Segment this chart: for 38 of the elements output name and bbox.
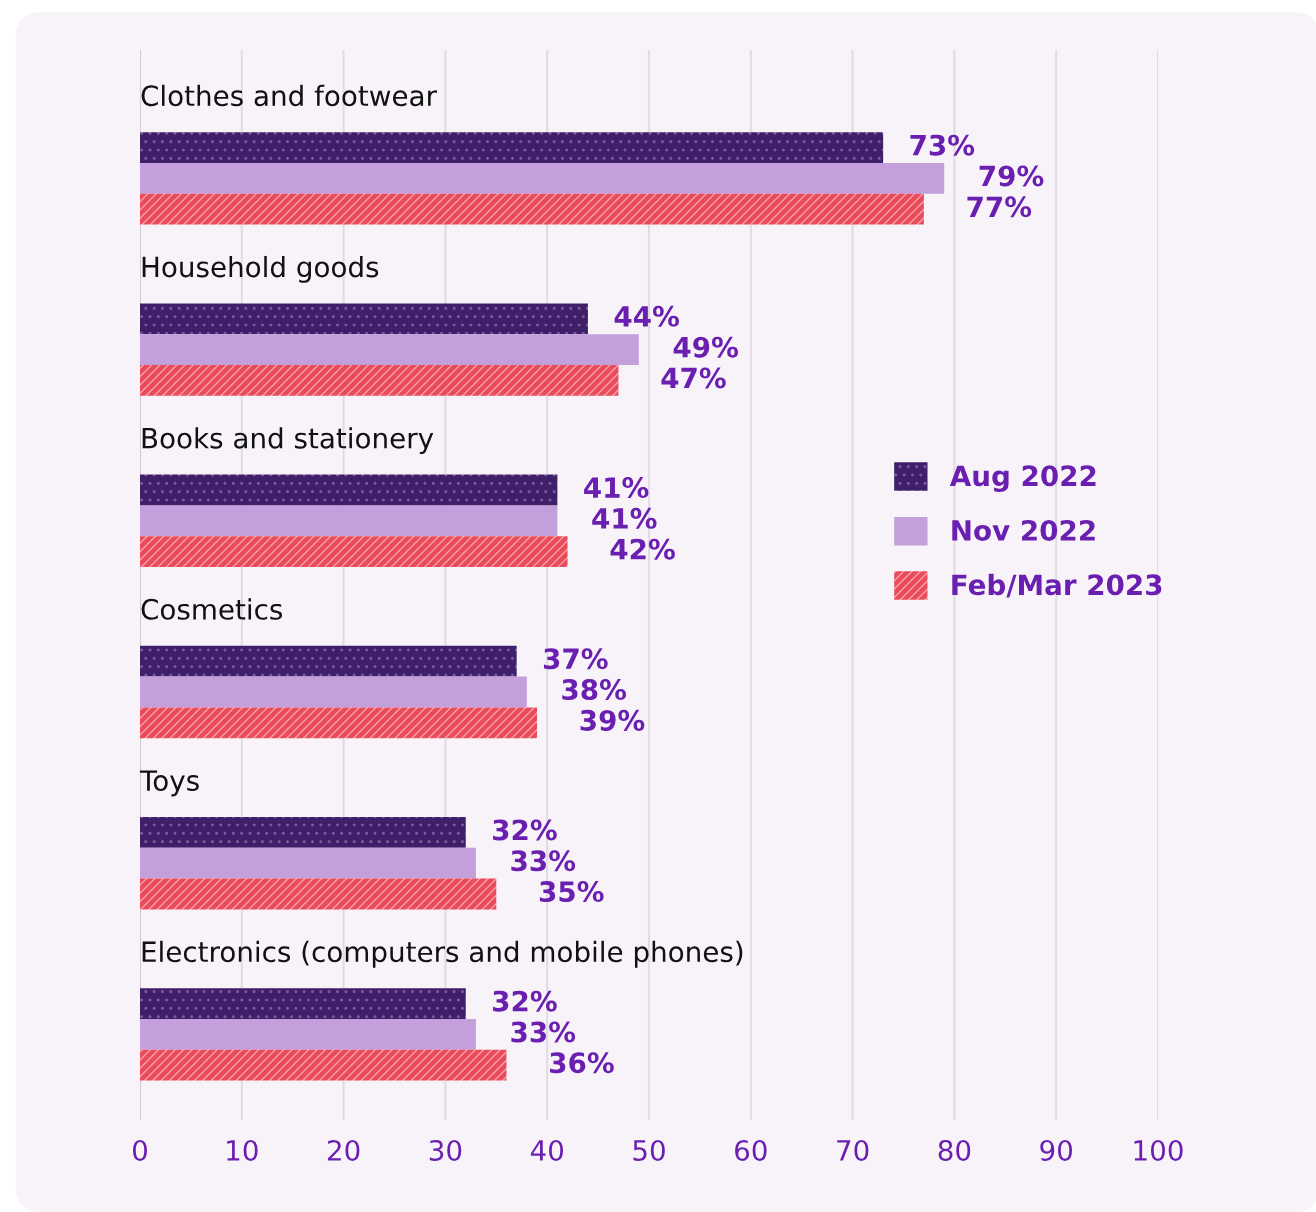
y-tick-label: Electronics (computers and mobile phones) <box>142 940 743 968</box>
y-tick-label: Clothes and footwear <box>141 84 437 107</box>
x-tick-label: 0 <box>132 1139 147 1161</box>
x-tick-label: 10 <box>227 1139 258 1161</box>
x-tick-label: 100 <box>1134 1139 1183 1161</box>
data-label: 38% <box>562 679 627 701</box>
legend-label: Nov 2022 <box>952 519 1095 541</box>
data-label: 36% <box>550 1052 614 1074</box>
data-label: 33% <box>511 850 576 872</box>
legend-label: Aug 2022 <box>949 465 1096 492</box>
y-tick-label: Books and stationery <box>142 427 434 455</box>
data-label: 32% <box>493 819 557 841</box>
data-label: 42% <box>610 538 675 560</box>
data-label: 32% <box>493 990 557 1012</box>
x-tick-label: 80 <box>938 1139 971 1161</box>
data-label: 44% <box>614 305 679 327</box>
data-label: 41% <box>592 507 657 529</box>
y-tick-label: Toys <box>139 770 199 797</box>
data-label: 39% <box>580 709 645 731</box>
data-label: 73% <box>910 134 975 156</box>
x-tick-label: 90 <box>1040 1139 1073 1161</box>
data-label: 35% <box>539 881 604 903</box>
data-label: 47% <box>661 367 726 389</box>
legend-label: Feb/Mar 2023 <box>952 573 1162 598</box>
data-label: 49% <box>673 336 739 358</box>
x-tick-label: 60 <box>735 1139 767 1161</box>
x-tick-label: 40 <box>530 1139 564 1161</box>
y-tick-label: Household goods <box>142 255 379 283</box>
data-label: 77% <box>967 196 1032 218</box>
data-label: 33% <box>511 1021 576 1043</box>
y-tick-label: Cosmetics <box>141 598 283 620</box>
data-label: 37% <box>543 648 608 670</box>
data-label: 41% <box>584 477 649 499</box>
x-tick-label: 50 <box>633 1139 665 1161</box>
data-label: 79% <box>979 165 1044 187</box>
x-tick-label: 70 <box>837 1139 869 1161</box>
x-tick-label: 20 <box>327 1139 360 1161</box>
x-tick-label: 30 <box>429 1139 462 1161</box>
